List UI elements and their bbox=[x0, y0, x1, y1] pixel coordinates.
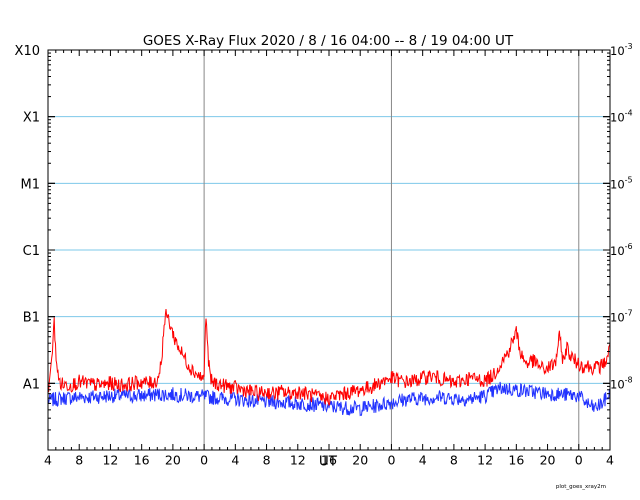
x-axis-ticks: 4 8 12 16 20 0 4 8 12 16 20 0 4 8 12 16 20 0 4 bbox=[44, 50, 614, 468]
footer-note: plot_goes_xray2m bbox=[556, 484, 606, 490]
x-tick-label-1: 8 bbox=[75, 453, 83, 468]
x-tick-label-11: 0 bbox=[387, 453, 395, 468]
x-tick-label-2: 12 bbox=[102, 453, 118, 468]
y-class-label-A1: A1 bbox=[23, 377, 40, 392]
x-tick-label-16: 20 bbox=[540, 453, 556, 468]
series-line-0 bbox=[47, 309, 611, 407]
y-axis-right: 10-8 10-7 10-6 10-5 10-4 10-3 bbox=[603, 42, 633, 451]
day-boundary-lines bbox=[203, 50, 580, 450]
y-right-label-4: 10-4 bbox=[610, 109, 633, 125]
x-tick-label-10: 20 bbox=[352, 453, 368, 468]
x-tick-label-7: 8 bbox=[263, 453, 271, 468]
x-tick-label-18: 4 bbox=[606, 453, 614, 468]
y-right-label-0: 10-8 bbox=[610, 375, 633, 391]
x-axis-label: UT bbox=[319, 454, 338, 470]
x-tick-label-13: 8 bbox=[450, 453, 458, 468]
y-right-label-2: 10-6 bbox=[610, 242, 633, 258]
x-tick-label-12: 4 bbox=[419, 453, 427, 468]
y-right-label-1: 10-7 bbox=[610, 309, 633, 325]
y-right-label-5: 10-3 bbox=[610, 42, 633, 58]
y-class-label-B1: B1 bbox=[23, 311, 40, 326]
series-line-1 bbox=[47, 381, 611, 417]
x-tick-label-4: 20 bbox=[165, 453, 181, 468]
x-tick-label-8: 12 bbox=[290, 453, 306, 468]
x-tick-label-6: 4 bbox=[231, 453, 239, 468]
y-right-label-3: 10-5 bbox=[610, 175, 633, 191]
y-axis-left: A1 B1 C1 M1 X1 X10 bbox=[15, 44, 55, 451]
y-class-label-M1: M1 bbox=[21, 177, 41, 192]
x-tick-label-3: 16 bbox=[134, 453, 150, 468]
y-class-label-X1: X1 bbox=[23, 111, 40, 126]
x-tick-label-17: 0 bbox=[575, 453, 583, 468]
x-tick-label-14: 12 bbox=[477, 453, 493, 468]
x-tick-label-0: 4 bbox=[44, 453, 52, 468]
class-gridlines bbox=[48, 116, 610, 384]
y-class-label-X10: X10 bbox=[15, 44, 40, 59]
x-tick-label-15: 16 bbox=[508, 453, 524, 468]
series-layer bbox=[47, 309, 611, 417]
y-class-label-C1: C1 bbox=[23, 244, 40, 259]
x-tick-label-5: 0 bbox=[200, 453, 208, 468]
x-tick-label-9: 16 bbox=[321, 453, 337, 468]
chart-title: GOES X-Ray Flux 2020 / 8 / 16 04:00 -- 8… bbox=[143, 33, 514, 49]
